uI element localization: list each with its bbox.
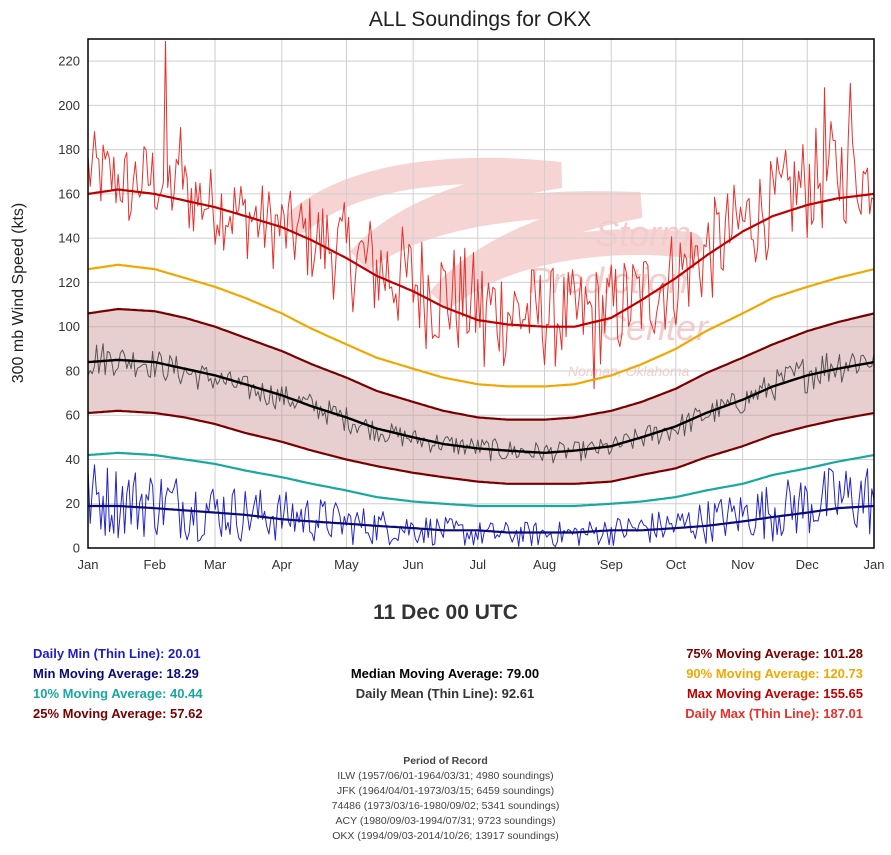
x-tick-label: Apr [272, 557, 293, 572]
chart-title: ALL Soundings for OKX [369, 8, 591, 31]
stat-left-1: Min Moving Average: 18.29 [33, 666, 199, 681]
series-10pct-moving-average [87, 451, 875, 508]
plot-frame [87, 38, 875, 549]
y-tick-label: 20 [66, 496, 80, 511]
stat-center-1: Daily Mean (Thin Line): 92.61 [355, 686, 535, 701]
x-tick-label: Oct [666, 557, 687, 572]
x-tick-label: Jun [403, 557, 424, 572]
stat-right-0: 75% Moving Average: 101.28 [686, 646, 863, 661]
stat-left-0: Daily Min (Thin Line): 20.01 [33, 646, 201, 661]
period-of-record-line: JFK (1964/04/01-1973/03/15; 6459 soundin… [336, 785, 555, 797]
y-tick-label: 120 [58, 275, 80, 290]
series-90pct-moving-average [87, 263, 875, 388]
x-tick-label: Jan [78, 557, 99, 572]
y-axis-label: 300 mb Wind Speed (kts) [10, 203, 27, 384]
watermark-line2: Prediction [528, 260, 688, 301]
x-tick-label: Jul [469, 557, 486, 572]
series-daily-mean [87, 343, 875, 464]
chart: ALL Soundings for OKX StormPredictionCen… [10, 8, 885, 572]
stat-right-1: 90% Moving Average: 120.73 [686, 666, 863, 681]
stat-left-2: 10% Moving Average: 40.44 [33, 686, 203, 701]
period-of-record-line: 74486 (1973/03/16-1980/09/02; 5341 sound… [331, 800, 560, 812]
series-min-moving-average [88, 504, 875, 534]
x-tick-label: Mar [204, 557, 227, 572]
x-tick-label: Aug [533, 557, 556, 572]
stat-right-3: Daily Max (Thin Line): 187.01 [685, 706, 863, 721]
period-of-record-line: OKX (1994/09/03-2014/10/26; 13917 soundi… [332, 830, 559, 842]
series-daily-max [87, 40, 875, 390]
series-daily-min [87, 464, 875, 548]
y-tick-label: 40 [66, 452, 80, 467]
cursor-date-label: 11 Dec 00 UTC [373, 601, 518, 624]
x-tick-label: Sep [600, 557, 623, 572]
period-of-record-line: ACY (1980/09/03-1994/07/31; 9723 soundin… [335, 815, 556, 827]
y-tick-label: 180 [58, 142, 80, 157]
x-tick-label: Jan [864, 557, 885, 572]
period-of-record-line: ILW (1957/06/01-1964/03/31; 4980 soundin… [337, 770, 554, 782]
y-tick-label: 0 [73, 541, 80, 556]
y-tick-label: 100 [58, 319, 80, 334]
x-tick-label: May [334, 557, 359, 572]
y-tick-label: 80 [66, 363, 80, 378]
y-tick-label: 60 [66, 408, 80, 423]
y-tick-label: 220 [58, 54, 80, 69]
x-tick-label: Dec [796, 557, 820, 572]
series-max-moving-average [87, 188, 875, 328]
y-tick-label: 200 [58, 98, 80, 113]
series-25pct-moving-average [87, 409, 875, 485]
x-tick-label: Nov [731, 557, 755, 572]
y-tick-label: 140 [58, 231, 80, 246]
series-median-moving-average [87, 358, 875, 455]
series-75pct-moving-average [87, 307, 875, 421]
period-of-record-header: Period of Record [403, 755, 488, 767]
stat-center-0: Median Moving Average: 79.00 [350, 666, 540, 681]
x-tick-label: Feb [144, 557, 166, 572]
period-of-record: Period of Record ILW (1957/06/01-1964/03… [0, 754, 891, 844]
y-tick-label: 160 [58, 186, 80, 201]
stat-right-2: Max Moving Average: 155.65 [686, 686, 863, 701]
stat-left-3: 25% Moving Average: 57.62 [33, 706, 203, 721]
watermark-line1: Storm [595, 213, 691, 254]
